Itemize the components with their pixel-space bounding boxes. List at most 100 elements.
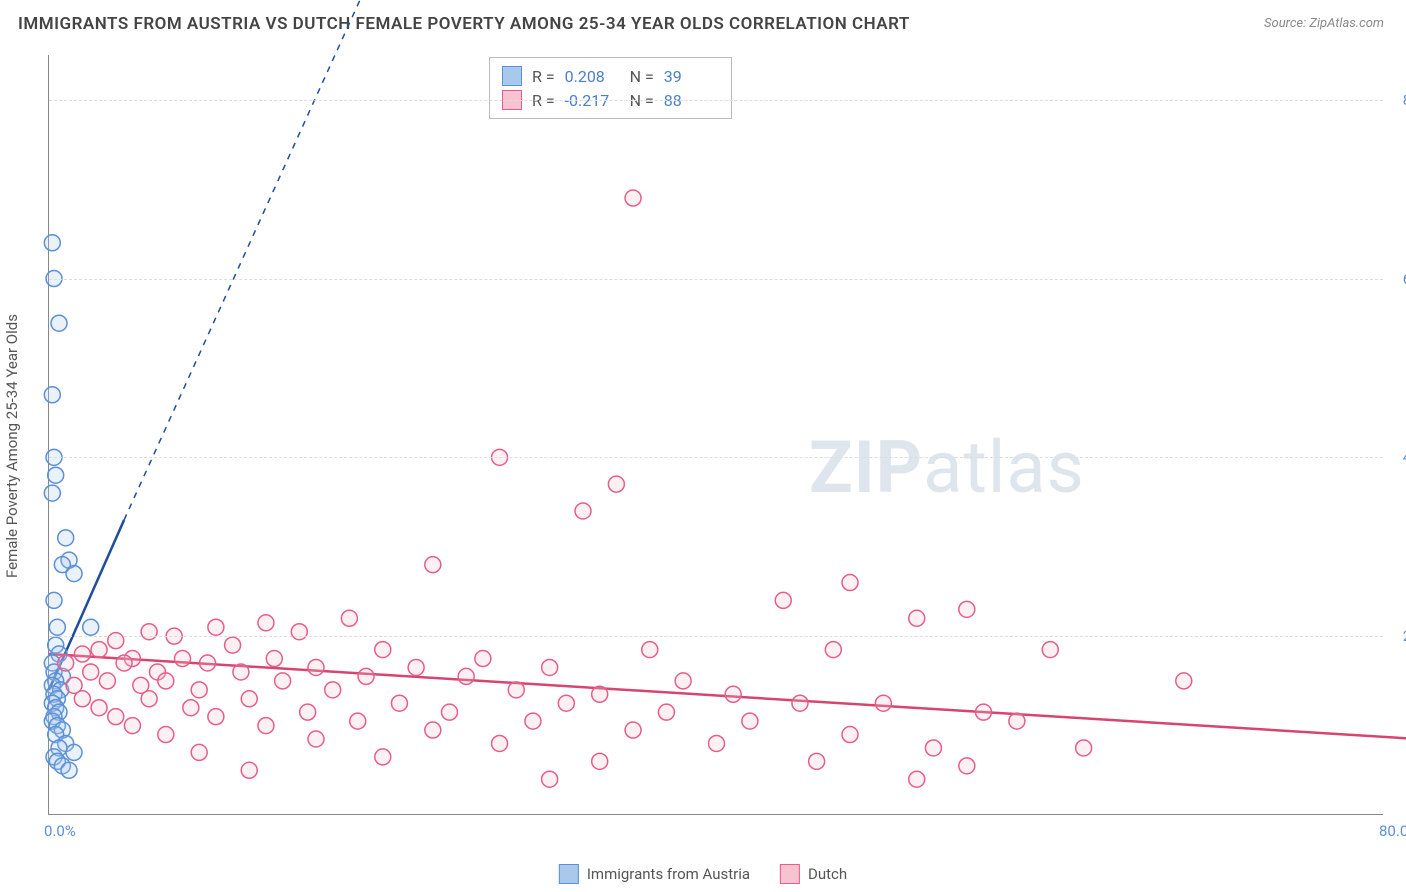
y-tick-label: 20.0% [1388, 627, 1406, 645]
data-point [44, 235, 60, 251]
data-point [875, 695, 891, 711]
data-point [1076, 740, 1092, 756]
data-point [183, 700, 199, 716]
data-point [658, 704, 674, 720]
plot-svg [49, 55, 1383, 814]
data-point [425, 557, 441, 573]
data-point [825, 642, 841, 658]
data-point [141, 624, 157, 640]
data-point [300, 704, 316, 720]
data-point [241, 691, 257, 707]
data-point [341, 610, 357, 626]
data-point [442, 704, 458, 720]
data-point [44, 387, 60, 403]
data-point [375, 749, 391, 765]
data-point [225, 637, 241, 653]
data-point [1176, 673, 1192, 689]
legend-swatch [502, 66, 522, 86]
data-point [275, 673, 291, 689]
data-point [492, 735, 508, 751]
data-point [675, 673, 691, 689]
data-point [191, 682, 207, 698]
legend-stats: R =0.208N =39R =-0.217N =88 [489, 57, 732, 119]
data-point [925, 740, 941, 756]
gridline [49, 279, 1383, 280]
legend-label: Immigrants from Austria [587, 865, 750, 883]
stat-r-value: 0.208 [565, 67, 620, 86]
legend-item: Dutch [780, 864, 847, 884]
plot-area: ZIPatlas R =0.208N =39R =-0.217N =88 20.… [48, 55, 1383, 815]
data-point [91, 642, 107, 658]
data-point [608, 476, 624, 492]
data-point [158, 727, 174, 743]
legend-item: Immigrants from Austria [559, 864, 750, 884]
data-point [49, 619, 65, 635]
data-point [775, 592, 791, 608]
gridline [49, 457, 1383, 458]
data-point [258, 718, 274, 734]
data-point [46, 592, 62, 608]
legend-swatch [780, 864, 800, 884]
data-point [976, 704, 992, 720]
data-point [208, 709, 224, 725]
stat-n-value: 39 [664, 67, 719, 86]
data-point [116, 655, 132, 671]
data-point [266, 651, 282, 667]
data-point [74, 691, 90, 707]
gridline [49, 100, 1383, 101]
data-point [44, 485, 60, 501]
stat-r-label: R = [532, 67, 555, 86]
source-attribution: Source: ZipAtlas.com [1264, 16, 1384, 31]
data-point [792, 695, 808, 711]
data-point [51, 315, 67, 331]
data-point [241, 762, 257, 778]
chart-title: IMMIGRANTS FROM AUSTRIA VS DUTCH FEMALE … [18, 14, 910, 34]
data-point [425, 722, 441, 738]
data-point [233, 664, 249, 680]
data-point [258, 615, 274, 631]
data-point [558, 695, 574, 711]
y-tick-label: 40.0% [1388, 448, 1406, 466]
data-point [408, 659, 424, 675]
data-point [358, 668, 374, 684]
data-point [61, 762, 77, 778]
trend-line-extrapolated [124, 0, 416, 520]
data-point [99, 673, 115, 689]
gridline [49, 636, 1383, 637]
data-point [74, 646, 90, 662]
stat-n-label: N = [630, 67, 654, 86]
data-point [124, 718, 140, 734]
data-point [83, 619, 99, 635]
data-point [91, 700, 107, 716]
data-point [642, 642, 658, 658]
data-point [191, 744, 207, 760]
data-point [525, 713, 541, 729]
data-point [141, 691, 157, 707]
data-point [575, 503, 591, 519]
legend-stats-row: R = 0.208 N = 39 [502, 64, 719, 88]
data-point [909, 610, 925, 626]
legend-swatch [559, 864, 579, 884]
data-point [1042, 642, 1058, 658]
data-point [66, 744, 82, 760]
data-point [625, 190, 641, 206]
data-point [842, 727, 858, 743]
data-point [542, 771, 558, 787]
bottom-legend: Immigrants from Austria Dutch [559, 864, 847, 884]
data-point [842, 575, 858, 591]
data-point [325, 682, 341, 698]
data-point [58, 655, 74, 671]
data-point [542, 659, 558, 675]
data-point [959, 758, 975, 774]
data-point [66, 566, 82, 582]
data-point [725, 686, 741, 702]
data-point [391, 695, 407, 711]
data-point [709, 735, 725, 751]
data-point [291, 624, 307, 640]
data-point [308, 731, 324, 747]
legend-label: Dutch [808, 865, 847, 883]
data-point [108, 633, 124, 649]
data-point [959, 601, 975, 617]
y-tick-label: 80.0% [1388, 91, 1406, 109]
data-point [458, 668, 474, 684]
